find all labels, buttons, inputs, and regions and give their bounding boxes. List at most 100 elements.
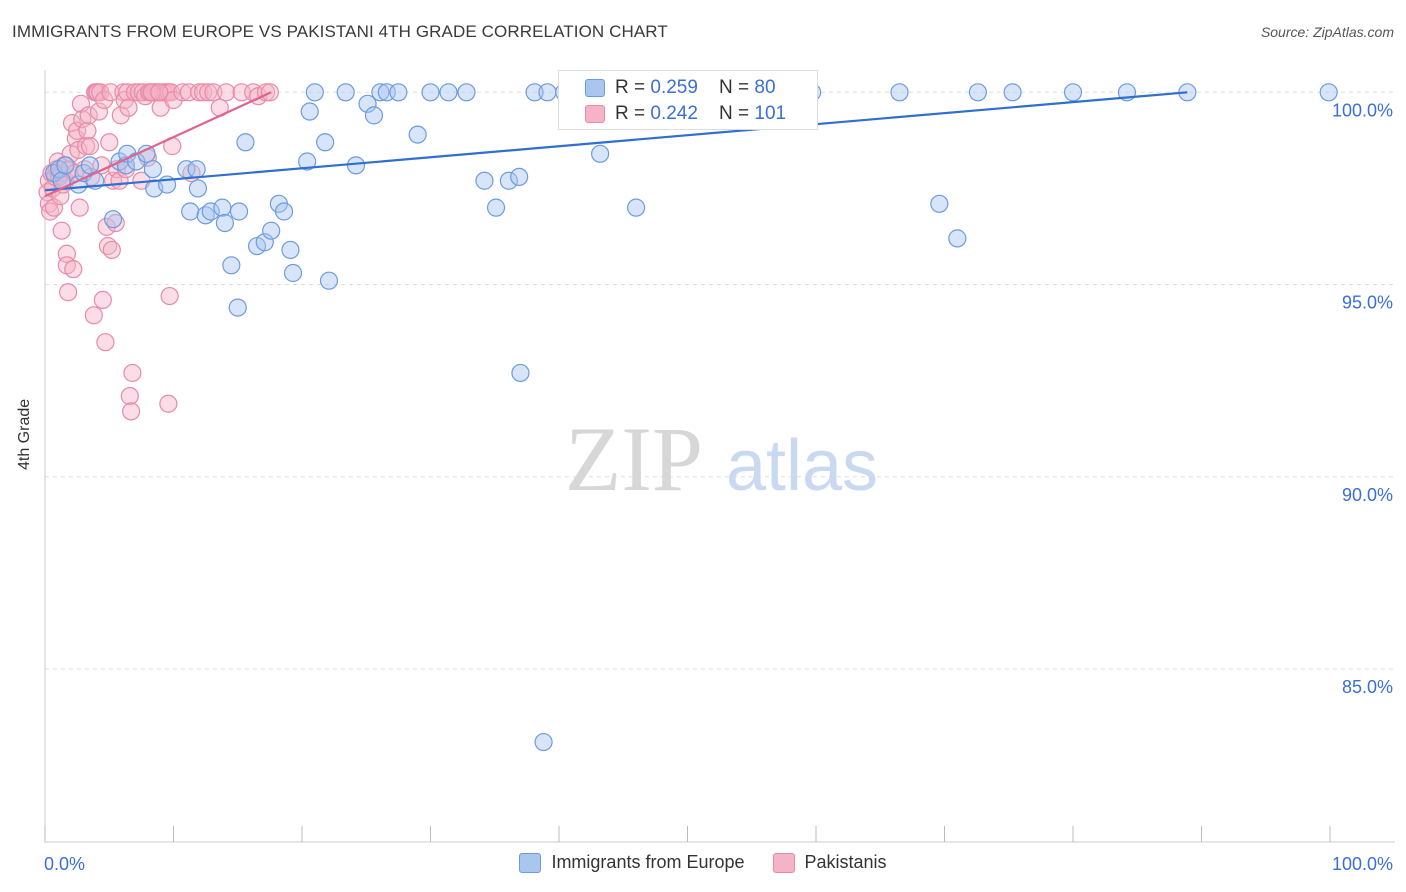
- data-point-pakistanis: [77, 137, 96, 156]
- data-point-europe: [457, 83, 476, 102]
- data-point-europe: [1063, 83, 1083, 102]
- data-point-europe: [1003, 83, 1022, 102]
- x-tick-label: 100.0%: [1332, 854, 1393, 874]
- data-point-pakistanis: [119, 98, 138, 117]
- y-tick-label: 90.0%: [1342, 485, 1393, 505]
- r-label-europe: R =: [615, 77, 651, 98]
- legend-label-pakistanis: Pakistanis: [804, 852, 887, 872]
- data-point-europe: [890, 83, 909, 102]
- n-label-pakistanis: N =: [719, 103, 755, 124]
- data-point-europe: [228, 298, 247, 317]
- trend-lines: [44, 91, 1188, 198]
- data-point-europe: [229, 202, 249, 221]
- data-point-pakistanis: [70, 198, 89, 217]
- data-point-europe: [538, 83, 557, 102]
- r-value-europe: 0.259: [650, 77, 698, 98]
- data-point-europe: [281, 240, 300, 260]
- data-point-europe: [534, 732, 553, 752]
- source-label: Source: ZipAtlas.com: [1260, 24, 1394, 40]
- data-point-europe: [948, 229, 967, 248]
- chart-title: IMMIGRANTS FROM EUROPE VS PAKISTANI 4TH …: [12, 22, 668, 41]
- data-point-europe: [143, 160, 163, 179]
- y-axis-label: 4th Grade: [16, 398, 33, 470]
- data-point-pakistanis: [84, 306, 103, 325]
- data-point-pakistanis: [150, 83, 169, 102]
- data-point-europe: [510, 167, 529, 186]
- legend-swatch-pakistanis: [772, 852, 795, 873]
- data-point-europe: [930, 194, 949, 213]
- data-point-europe: [408, 125, 427, 144]
- data-point-europe: [201, 202, 220, 221]
- legend-swatch-europe: [519, 852, 542, 873]
- data-point-pakistanis: [89, 102, 109, 121]
- data-point-pakistanis: [100, 133, 119, 152]
- n-label-europe: N =: [719, 77, 755, 98]
- data-point-pakistanis: [64, 260, 83, 279]
- data-point-europe: [187, 160, 206, 179]
- data-point-europe: [56, 156, 75, 175]
- data-point-pakistanis: [79, 106, 98, 125]
- data-point-europe: [222, 256, 241, 275]
- legend-item-pakistanis[interactable]: Pakistanis: [772, 852, 887, 873]
- data-point-pakistanis: [120, 386, 139, 406]
- data-point-europe: [300, 102, 319, 121]
- data-point-europe: [236, 133, 255, 152]
- data-point-pakistanis: [121, 402, 141, 421]
- data-point-europe: [213, 198, 232, 217]
- data-point-europe: [262, 221, 281, 240]
- legend-item-europe[interactable]: Immigrants from Europe: [519, 852, 745, 873]
- n-value-pakistanis: 101: [754, 103, 787, 124]
- data-point-europe: [439, 83, 458, 102]
- data-point-pakistanis: [78, 121, 97, 140]
- data-point-pakistanis: [204, 83, 223, 102]
- watermark: ZIP atlas: [565, 408, 878, 510]
- legend-label-europe: Immigrants from Europe: [551, 852, 745, 872]
- data-point-pakistanis: [59, 283, 78, 302]
- data-point-europe: [358, 94, 377, 113]
- stats-row-pakistanis: R = 0.242 N = 101: [585, 103, 786, 125]
- data-point-europe: [591, 144, 610, 163]
- data-point-europe: [968, 83, 988, 102]
- data-point-europe: [511, 363, 530, 383]
- data-point-europe: [626, 198, 646, 217]
- x-tick-labels: 0.0% 100.0%: [44, 854, 1393, 874]
- data-point-europe: [255, 233, 274, 252]
- axes: [44, 70, 1395, 843]
- trend-line-europe: [44, 91, 1188, 192]
- data-point-europe: [298, 152, 317, 171]
- data-point-pakistanis: [102, 240, 121, 260]
- data-point-europe: [319, 271, 339, 290]
- y-tick-label: 100.0%: [1332, 100, 1393, 120]
- data-point-europe: [371, 83, 390, 102]
- data-point-europe: [305, 83, 324, 102]
- data-point-pakistanis: [93, 290, 112, 310]
- data-point-europe: [1319, 83, 1338, 102]
- stats-box: R = 0.259 N = 80 R = 0.242 N = 101: [558, 70, 818, 130]
- data-point-europe: [421, 83, 440, 102]
- y-tick-label: 95.0%: [1342, 293, 1393, 313]
- data-point-pakistanis: [217, 83, 236, 102]
- y-tick-label: 85.0%: [1342, 677, 1393, 697]
- r-value-pakistanis: 0.242: [650, 103, 698, 124]
- legend: Immigrants from Europe Pakistanis: [0, 852, 1406, 873]
- data-point-europe: [364, 106, 384, 125]
- y-tick-labels: 100.0% 95.0% 90.0% 85.0%: [1332, 100, 1393, 697]
- watermark-atlas: atlas: [726, 426, 878, 506]
- data-point-europe: [80, 156, 100, 175]
- data-point-europe: [525, 83, 544, 102]
- data-point-pakistanis: [159, 394, 178, 413]
- data-point-pakistanis: [44, 198, 64, 217]
- gridlines: [45, 91, 1395, 670]
- data-point-europe: [215, 213, 234, 233]
- stats-row-europe: R = 0.259 N = 80: [585, 77, 776, 99]
- data-point-pakistanis: [80, 137, 100, 156]
- data-point-europe: [181, 202, 200, 221]
- data-point-pakistanis: [111, 106, 130, 125]
- data-point-pakistanis: [142, 83, 161, 102]
- data-point-pakistanis: [160, 286, 179, 306]
- data-point-europe: [188, 179, 208, 198]
- data-point-europe: [336, 83, 355, 102]
- data-point-europe: [499, 171, 518, 190]
- data-point-pakistanis: [123, 363, 142, 383]
